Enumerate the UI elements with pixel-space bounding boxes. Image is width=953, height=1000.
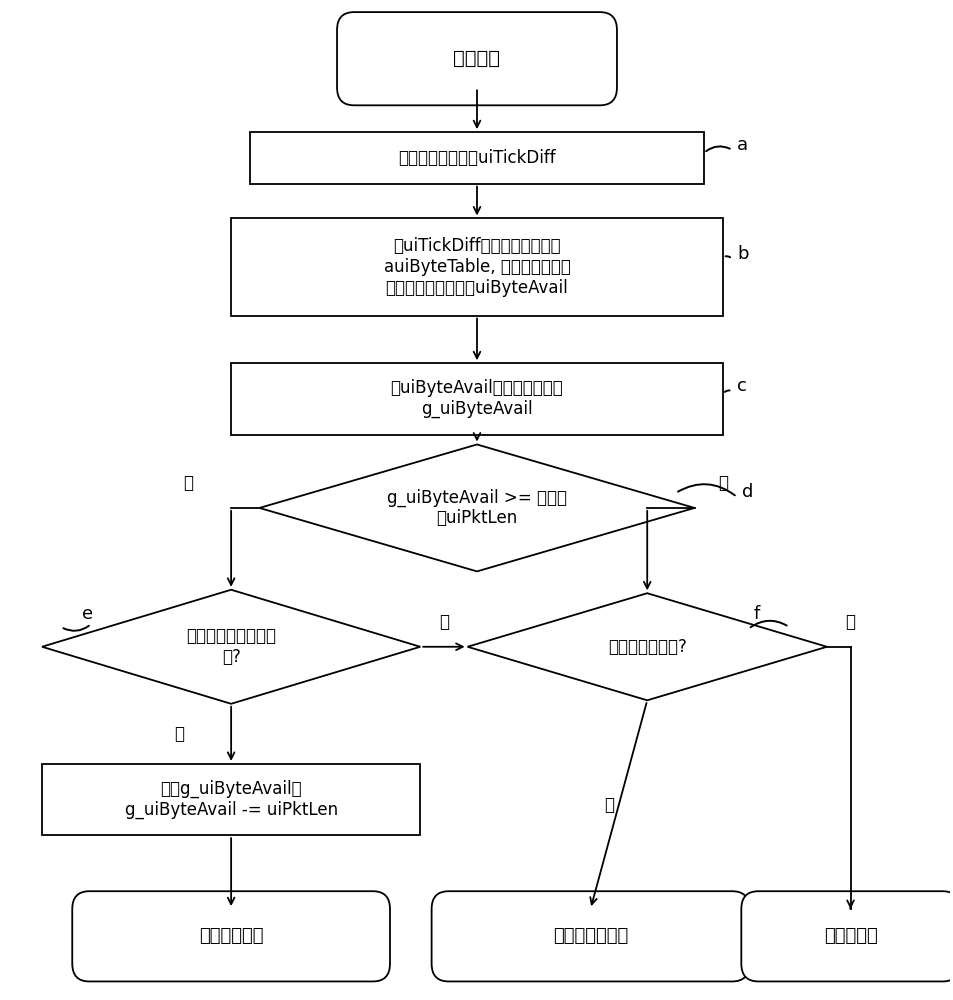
- Text: 将uiByteAvail累加至全局变量
g_uiByteAvail: 将uiByteAvail累加至全局变量 g_uiByteAvail: [390, 379, 563, 418]
- Text: 更新g_uiByteAvail：
g_uiByteAvail -= uiPktLen: 更新g_uiByteAvail： g_uiByteAvail -= uiPktL…: [125, 780, 337, 819]
- Text: d: d: [741, 483, 752, 501]
- Text: f: f: [752, 605, 759, 623]
- Bar: [231, 218, 722, 316]
- Text: 缓存区是否已满?: 缓存区是否已满?: [607, 638, 686, 656]
- Polygon shape: [42, 590, 420, 704]
- Text: 是: 是: [183, 474, 193, 492]
- Text: 报文被丢弃: 报文被丢弃: [822, 927, 877, 945]
- Text: e: e: [82, 605, 92, 623]
- FancyBboxPatch shape: [72, 891, 390, 981]
- Text: 是: 是: [438, 613, 449, 631]
- Text: 否: 否: [174, 725, 184, 743]
- Text: g_uiByteAvail >= 报文长
度uiPktLen: g_uiByteAvail >= 报文长 度uiPktLen: [387, 488, 566, 527]
- FancyBboxPatch shape: [740, 891, 953, 981]
- FancyBboxPatch shape: [336, 12, 617, 105]
- Text: a: a: [737, 136, 747, 154]
- Bar: [231, 363, 722, 435]
- Text: 报文进入: 报文进入: [453, 49, 500, 68]
- Polygon shape: [467, 593, 826, 700]
- Text: 否: 否: [717, 474, 727, 492]
- Text: 是: 是: [844, 613, 855, 631]
- Bar: [42, 764, 420, 835]
- FancyBboxPatch shape: [431, 891, 748, 981]
- Text: 以uiTickDiff为索引，通过查表
auiByteTable, 获取当前时间标
尼内可通过的字节数uiByteAvail: 以uiTickDiff为索引，通过查表 auiByteTable, 获取当前时间…: [383, 237, 570, 297]
- Text: c: c: [737, 377, 746, 395]
- Text: b: b: [737, 245, 748, 263]
- Text: 否: 否: [604, 796, 614, 814]
- Text: 报文允许通过: 报文允许通过: [198, 927, 263, 945]
- Text: 报文存入缓存区: 报文存入缓存区: [553, 927, 627, 945]
- Text: 缓存区中是否存在报
文?: 缓存区中是否存在报 文?: [186, 627, 275, 666]
- Text: 获取当前时间标尼uiTickDiff: 获取当前时间标尼uiTickDiff: [397, 149, 556, 167]
- Bar: [250, 132, 703, 184]
- Polygon shape: [259, 444, 694, 571]
